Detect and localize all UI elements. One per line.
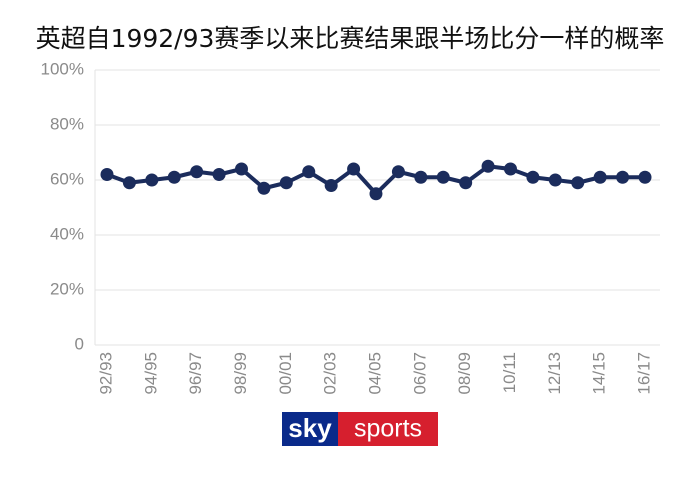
y-tick-label: 80% [50, 114, 84, 133]
y-tick-label: 60% [50, 169, 84, 188]
point [302, 165, 316, 179]
point [616, 170, 630, 184]
point [100, 168, 114, 181]
point [571, 176, 585, 190]
point [436, 170, 450, 184]
point [279, 176, 293, 190]
x-tick-label: 12/13 [545, 352, 564, 395]
point [481, 159, 495, 173]
point [167, 170, 181, 184]
x-tick-label: 08/09 [455, 352, 474, 395]
point [145, 173, 159, 187]
y-tick-label: 20% [50, 279, 84, 298]
point [257, 181, 271, 195]
y-tick-label: 40% [50, 224, 84, 243]
x-tick-label: 02/03 [321, 352, 340, 395]
point [212, 168, 226, 181]
x-tick-label: 06/07 [410, 352, 429, 395]
x-tick-label: 98/99 [231, 352, 250, 395]
logo-right: sports [354, 415, 422, 443]
point [526, 170, 540, 184]
point [190, 165, 204, 179]
logo-left: sky [288, 413, 332, 443]
point [504, 162, 517, 176]
point [369, 187, 383, 201]
point [391, 165, 405, 179]
x-tick-label: 00/01 [276, 352, 295, 395]
x-tick-label: 94/95 [141, 352, 160, 395]
point [414, 170, 428, 184]
y-tick-label: 0 [75, 334, 84, 353]
point [347, 162, 361, 176]
x-tick-label: 14/15 [590, 352, 609, 395]
point [235, 162, 248, 176]
logo-right-bg [338, 412, 438, 446]
point [593, 170, 607, 184]
x-tick-label: 96/97 [186, 352, 205, 395]
x-tick-label: 04/05 [365, 352, 384, 395]
chart-title: 英超自1992/93赛季以来比赛结果跟半场比分一样的概率 [36, 24, 665, 53]
logo: sky sports [282, 412, 438, 446]
logo-left-bg [282, 412, 338, 446]
point [638, 170, 652, 184]
point [324, 179, 338, 192]
x-tick-label: 16/17 [634, 352, 653, 395]
point [459, 176, 473, 190]
point [122, 176, 136, 190]
y-tick-label: 100% [41, 59, 84, 78]
x-tick-label: 10/11 [500, 352, 519, 393]
point [548, 173, 562, 187]
x-tick-label: 92/93 [96, 352, 115, 395]
